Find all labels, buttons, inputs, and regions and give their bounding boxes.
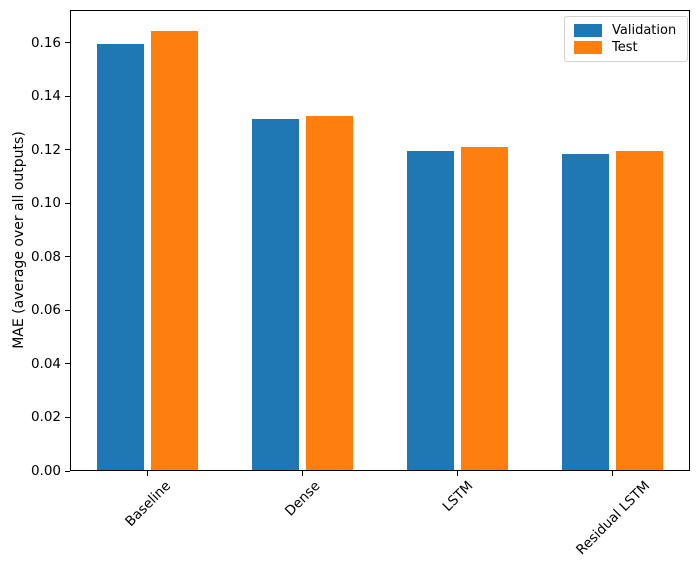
- y-tick-label: 0.04: [30, 355, 61, 372]
- x-tick-label: LSTM: [439, 478, 476, 515]
- x-tick-mark: [302, 471, 303, 476]
- y-tick-mark: [65, 202, 70, 204]
- y-tick-label: 0.02: [30, 409, 61, 426]
- validation-bar-lstm: [406, 151, 454, 471]
- x-tick-label: Residual LSTM: [572, 478, 653, 559]
- validation-bar-residual-lstm: [561, 154, 609, 471]
- y-tick-mark: [65, 470, 70, 472]
- y-tick-mark: [65, 149, 70, 151]
- legend: Validation Test: [564, 16, 688, 62]
- y-tick-label: 0.00: [30, 463, 61, 479]
- x-tick-label: Dense: [281, 478, 323, 520]
- y-tick-label: 0.10: [30, 195, 61, 212]
- legend-label-validation: Validation: [612, 23, 677, 38]
- y-tick-mark: [65, 363, 70, 365]
- validation-color-swatch: [574, 24, 602, 37]
- y-tick-mark: [65, 95, 70, 97]
- test-bar-lstm: [461, 146, 509, 471]
- y-tick-label: 0.08: [30, 248, 61, 265]
- legend-label-test: Test: [612, 40, 638, 55]
- validation-bar-baseline: [96, 44, 144, 471]
- test-bar-dense: [306, 116, 354, 471]
- y-tick-label: 0.14: [30, 88, 61, 105]
- y-tick-mark: [65, 256, 70, 258]
- test-color-swatch: [574, 41, 602, 54]
- y-tick-label: 0.06: [30, 302, 61, 319]
- x-tick-mark: [457, 471, 458, 476]
- legend-item-validation: Validation: [574, 22, 678, 39]
- y-tick-mark: [65, 309, 70, 311]
- x-tick-label: Baseline: [121, 478, 174, 530]
- y-tick-mark: [65, 416, 70, 418]
- test-bar-residual-lstm: [616, 150, 664, 471]
- y-tick-mark: [65, 42, 70, 44]
- test-bar-baseline: [151, 31, 199, 471]
- y-tick-label: 0.12: [30, 141, 61, 158]
- legend-item-test: Test: [574, 39, 678, 56]
- x-tick-mark: [147, 471, 148, 476]
- x-tick-mark: [612, 471, 613, 476]
- y-tick-label: 0.16: [30, 34, 61, 51]
- validation-bar-dense: [251, 119, 299, 471]
